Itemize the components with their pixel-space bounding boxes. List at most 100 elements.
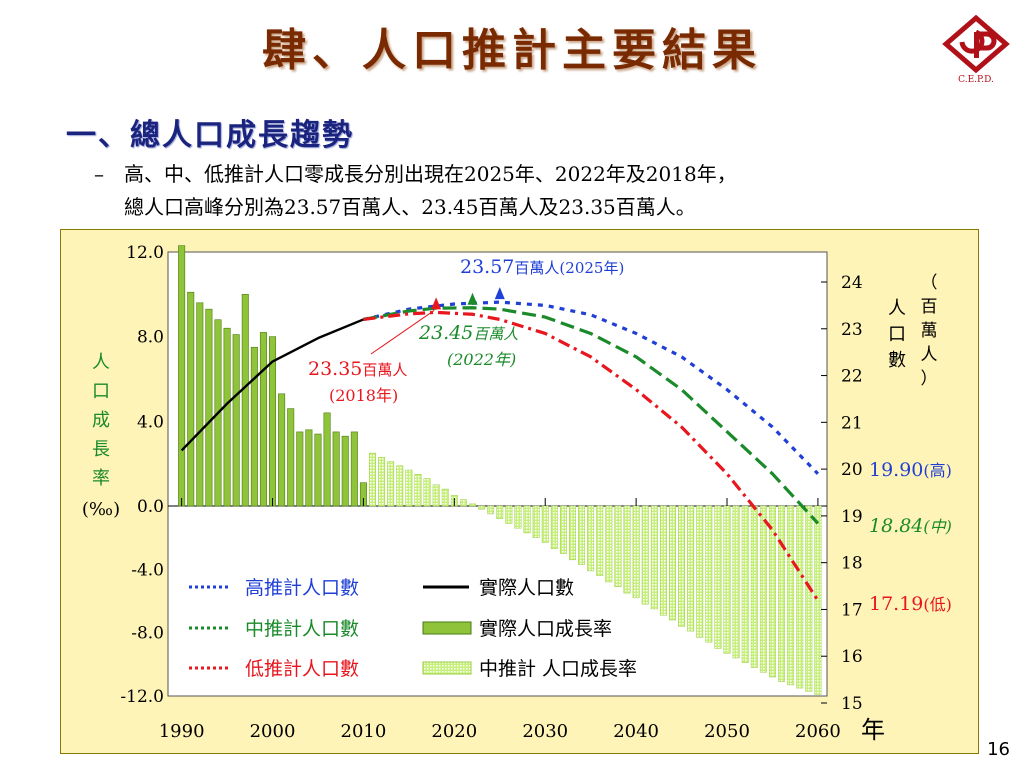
projected-growth-bar	[569, 505, 576, 561]
actual-growth-bar	[323, 412, 331, 507]
page-number: 16	[987, 739, 1010, 760]
projected-growth-bar	[441, 488, 449, 507]
left-axis-label-char: 長	[92, 439, 110, 460]
projected-growth-bar	[496, 505, 504, 519]
bullet-text: – 高、中、低推計人口零成長分別出現在2025年、2022年及2018年， 總人…	[94, 158, 976, 224]
right-axis-unit-char: ）	[921, 369, 938, 389]
projected-growth-bar	[659, 505, 667, 616]
projected-growth-bar	[596, 505, 604, 576]
end-label: 19.90(高)	[869, 459, 952, 481]
x-axis-tick-label: 2020	[431, 721, 477, 742]
actual-growth-bar	[350, 431, 358, 507]
projected-growth-bar	[632, 505, 640, 599]
projected-growth-bar	[696, 505, 704, 638]
projected-growth-bar	[605, 505, 613, 583]
cepd-logo-icon	[942, 14, 1010, 74]
x-axis-tick-label: 2050	[704, 721, 750, 742]
population-line	[180, 318, 364, 452]
page-title: 肆、人口推計主要結果	[262, 25, 762, 76]
cepd-logo: C.E.P.D.	[942, 14, 1010, 84]
x-axis-tick-label: 2060	[795, 721, 841, 742]
legend-label: 低推計人口數	[245, 658, 359, 680]
left-axis-tick-label: 0.0	[137, 497, 164, 517]
left-axis-tick-label: 4.0	[137, 412, 164, 432]
right-axis-label-char: 數	[888, 350, 906, 371]
chart-frame: 12.0 8.0 4.0 0.0 -4.0 -8.0 -12.0 人口成長率 (‰) 24 23 22…	[60, 229, 979, 754]
end-label-tag: (中)	[923, 517, 952, 536]
end-label: 17.19(低)	[869, 593, 952, 615]
left-axis-label-char: 口	[92, 381, 110, 402]
projected-growth-bar	[723, 505, 731, 654]
right-axis-tick-label: 20	[841, 460, 863, 480]
projected-growth-bar	[387, 461, 395, 507]
annotation-year: (2018年)	[329, 386, 398, 405]
right-axis-tick-label: 21	[841, 413, 863, 433]
right-axis-tick-label: 15	[841, 694, 863, 714]
annotation-unit: 百萬人	[514, 259, 559, 277]
annotation-medium: 23.45百萬人	[418, 322, 518, 344]
population-chart: 12.08.04.00.0-4.0-8.0-12.0人口成長率(‰)242322…	[82, 243, 952, 744]
projected-growth-bar	[432, 484, 440, 507]
annotation-high: 23.57百萬人(2025年)	[460, 256, 624, 278]
projected-growth-bar	[787, 505, 795, 686]
actual-growth-bar	[232, 334, 240, 507]
projected-growth-bar	[814, 505, 822, 695]
annotation-unit: 百萬人	[473, 325, 518, 343]
projected-growth-bar	[405, 469, 413, 507]
left-axis-tick-label: 8.0	[137, 328, 164, 348]
projected-growth-bar	[623, 505, 631, 594]
end-label: 18.84(中)	[869, 515, 952, 537]
projected-growth-bar	[505, 505, 513, 524]
section-subtitle: 一、總人口成長趨勢	[66, 118, 354, 153]
end-label-value: 19.90	[869, 459, 923, 481]
projected-growth-bar	[523, 505, 531, 534]
legend-swatch	[422, 661, 472, 675]
legend-label: 實際人口數	[479, 577, 574, 599]
right-axis-label-char: 人	[888, 298, 906, 319]
left-axis-tick-label: -8.0	[131, 624, 164, 644]
projected-growth-bar	[396, 465, 404, 507]
projected-growth-bar	[741, 505, 749, 663]
bullet-dash: –	[94, 162, 104, 186]
legend-label: 中推計人口數	[245, 618, 359, 640]
projected-growth-bar	[714, 505, 722, 649]
left-axis-tick-label: -4.0	[131, 560, 164, 580]
right-axis-tick-label: 23	[841, 320, 863, 340]
projected-growth-bar	[587, 505, 595, 572]
right-axis-tick-label: 24	[841, 273, 863, 293]
left-axis-label-char: 人	[92, 352, 110, 373]
left-axis-tick-label: -12.0	[120, 687, 164, 707]
legend-label: 中推計 人口成長率	[479, 658, 637, 680]
projected-growth-bar	[423, 478, 431, 507]
projected-growth-bar	[478, 505, 486, 510]
x-axis-tick-label: 1990	[159, 721, 205, 742]
actual-growth-bar	[332, 431, 340, 507]
actual-growth-bar	[305, 429, 313, 507]
projected-growth-bar	[378, 457, 386, 507]
actual-growth-bar	[341, 435, 349, 507]
right-axis-label-char: 口	[888, 324, 906, 345]
actual-growth-bar	[187, 291, 195, 507]
actual-growth-bar	[259, 332, 267, 507]
projected-growth-bar	[805, 505, 813, 692]
legend-label: 實際人口成長率	[479, 618, 612, 640]
right-axis-tick-label: 18	[841, 554, 863, 574]
annotation-year: (2022年)	[447, 350, 516, 369]
x-axis-tick-label: 2030	[522, 721, 568, 742]
projected-growth-bar	[614, 505, 622, 587]
end-label-value: 18.84	[869, 515, 923, 537]
projected-growth-bar	[796, 505, 804, 689]
annotation-low: 23.35百萬人	[308, 358, 407, 380]
projected-growth-bar	[759, 505, 767, 673]
actual-growth-bar	[250, 346, 258, 507]
end-label-value: 17.19	[869, 593, 923, 615]
projected-growth-bar	[678, 505, 686, 627]
right-axis-tick-label: 16	[841, 647, 863, 667]
annotation-unit: 百萬人	[362, 361, 407, 379]
low-peak-pointer	[370, 309, 435, 355]
projected-growth-bar	[650, 505, 658, 610]
actual-growth-bar	[223, 327, 231, 507]
actual-growth-bar	[287, 408, 295, 507]
end-label-tag: (低)	[923, 595, 952, 614]
projected-growth-bar	[487, 505, 495, 515]
